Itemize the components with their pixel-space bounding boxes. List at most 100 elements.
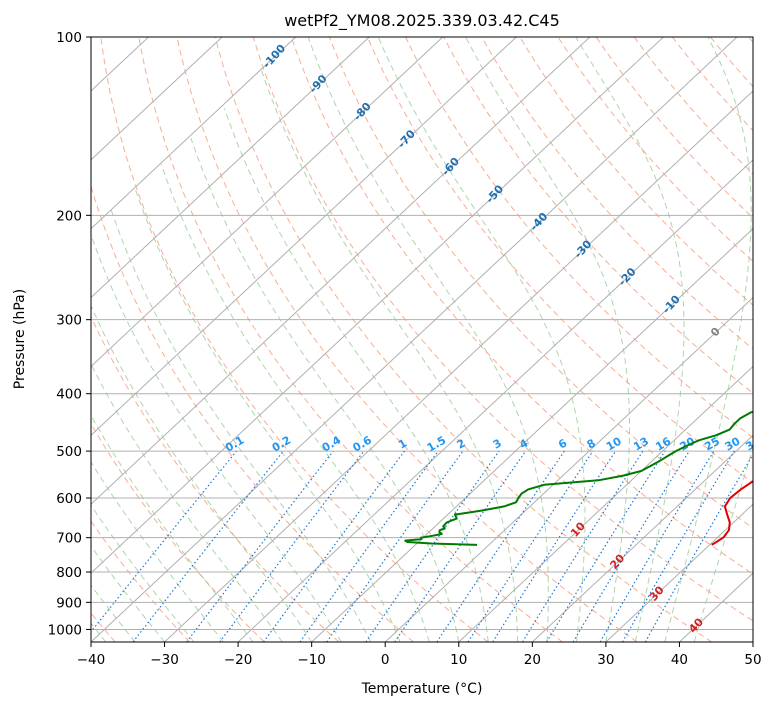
dry-adiabat xyxy=(519,37,753,306)
mixing-ratio-line xyxy=(546,450,666,642)
moist-adiabat xyxy=(223,108,489,642)
mixing-ratio-label: 8 xyxy=(585,437,598,452)
y-tick-label: 300 xyxy=(56,313,82,329)
moist-adiabat xyxy=(91,622,107,642)
moist-adiabat xyxy=(91,363,283,642)
isotherm-line xyxy=(91,37,664,574)
isotherm-line xyxy=(91,37,517,437)
mixing-ratio-line xyxy=(492,450,617,642)
isotherm-label: -100 xyxy=(260,42,288,71)
dry-adiabat xyxy=(481,37,753,350)
isotherm-line xyxy=(531,434,753,642)
mixing-ratio-label: 6 xyxy=(556,436,569,451)
mixing-ratio-line xyxy=(572,450,690,642)
x-tick-label: 10 xyxy=(450,652,467,668)
dry-adiabat xyxy=(214,37,713,642)
isotherm-line xyxy=(384,296,753,642)
mixing-ratio-label: 36 xyxy=(743,434,763,453)
mixing-ratio-line xyxy=(326,450,464,642)
isotherm-line xyxy=(91,37,223,161)
moist-adiabat xyxy=(664,37,752,642)
moist-adiabat xyxy=(465,37,630,642)
isotherm-line xyxy=(458,365,753,642)
dry-adiabat xyxy=(252,37,753,622)
x-tick-label: 50 xyxy=(744,652,761,668)
isotherm-line xyxy=(679,572,753,642)
isotherm-line xyxy=(237,159,753,642)
plot-frame xyxy=(90,36,754,643)
moist-adiabat xyxy=(91,233,342,642)
moist-adiabat xyxy=(110,209,371,642)
moist-adiabat xyxy=(91,461,224,642)
dry-adiabat xyxy=(633,37,753,175)
y-tick-label: 200 xyxy=(56,208,82,224)
moist-adiabat xyxy=(91,304,313,642)
dry-adiabat xyxy=(328,37,753,529)
moist-adiabat xyxy=(91,545,165,642)
isotherm-line xyxy=(0,37,1,642)
mixing-ratio-line xyxy=(394,450,527,642)
y-tick-label: 400 xyxy=(56,387,82,403)
mixing-ratio-line xyxy=(436,450,565,642)
y-tick-label: 700 xyxy=(56,531,82,547)
y-axis-label: Pressure (hPa) xyxy=(12,289,28,389)
moist-adiabat xyxy=(307,37,549,642)
x-tick-label: 30 xyxy=(597,652,614,668)
isotherm-line xyxy=(311,227,753,642)
dry-adiabat xyxy=(91,422,265,642)
dry-adiabat xyxy=(91,315,340,642)
mixing-ratio-line xyxy=(599,450,715,642)
moist-adiabat xyxy=(0,414,17,643)
dry-adiabat xyxy=(91,184,414,642)
moist-adiabat xyxy=(134,188,401,642)
x-tick-label: 40 xyxy=(671,652,688,668)
sounding-profiles xyxy=(404,410,753,546)
dry-adiabat xyxy=(405,37,753,439)
y-tick-label: 600 xyxy=(56,491,82,507)
x-tick-label: −20 xyxy=(224,652,253,668)
moist-adiabat xyxy=(693,446,753,642)
mixing-ratio-line xyxy=(91,450,237,633)
mixing-ratio-label: 3 xyxy=(491,437,504,452)
mixing-ratio-line xyxy=(467,450,594,642)
x-axis-label: Temperature (°C) xyxy=(361,681,483,697)
isotherm-line xyxy=(605,503,753,642)
dry-adiabat xyxy=(748,37,753,44)
moist-adiabat xyxy=(575,37,685,642)
moist-adiabat xyxy=(377,37,586,642)
moist-adiabat xyxy=(91,414,254,642)
x-tick-label: −30 xyxy=(150,652,179,668)
mixing-ratio-line xyxy=(263,450,405,642)
x-axis: −40 −30 −20 −10 0 10 20 30 40 50 xyxy=(77,642,762,668)
y-tick-label: 900 xyxy=(56,595,82,611)
moist-adiabat xyxy=(91,504,195,642)
mixing-ratio-line xyxy=(622,450,735,642)
y-tick-label: 1000 xyxy=(48,622,82,638)
y-tick-label: 500 xyxy=(56,444,82,460)
temperature-line xyxy=(711,479,753,546)
mixing-ratio-line xyxy=(644,453,753,642)
x-tick-label: 20 xyxy=(524,652,541,668)
dry-adiabat xyxy=(176,37,638,642)
mixing-ratio-line xyxy=(219,450,365,642)
isotherm-line xyxy=(91,37,296,230)
y-tick-label: 800 xyxy=(56,565,82,581)
y-axis: 100 200 300 400 500 600 700 800 900 1000 xyxy=(48,30,91,638)
x-tick-label: −40 xyxy=(77,652,106,668)
mixing-ratio-line xyxy=(365,450,500,642)
moist-adiabat xyxy=(160,164,430,642)
isotherm-line xyxy=(752,641,753,642)
isotherm-line xyxy=(91,37,591,505)
chart-title: wetPf2_YM08.2025.339.03.42.C45 xyxy=(284,11,560,31)
mixing-ratio-line xyxy=(299,450,439,642)
dewpoint-line xyxy=(404,410,753,546)
moist-adiabat xyxy=(0,398,47,643)
isotherm-line xyxy=(91,37,370,299)
mixing-ratio-line xyxy=(132,450,284,642)
dry-adiabat xyxy=(290,37,753,575)
dry-adiabat xyxy=(595,37,753,219)
mixing-ratio-label: 2 xyxy=(455,437,468,452)
x-tick-label: −10 xyxy=(297,652,326,668)
